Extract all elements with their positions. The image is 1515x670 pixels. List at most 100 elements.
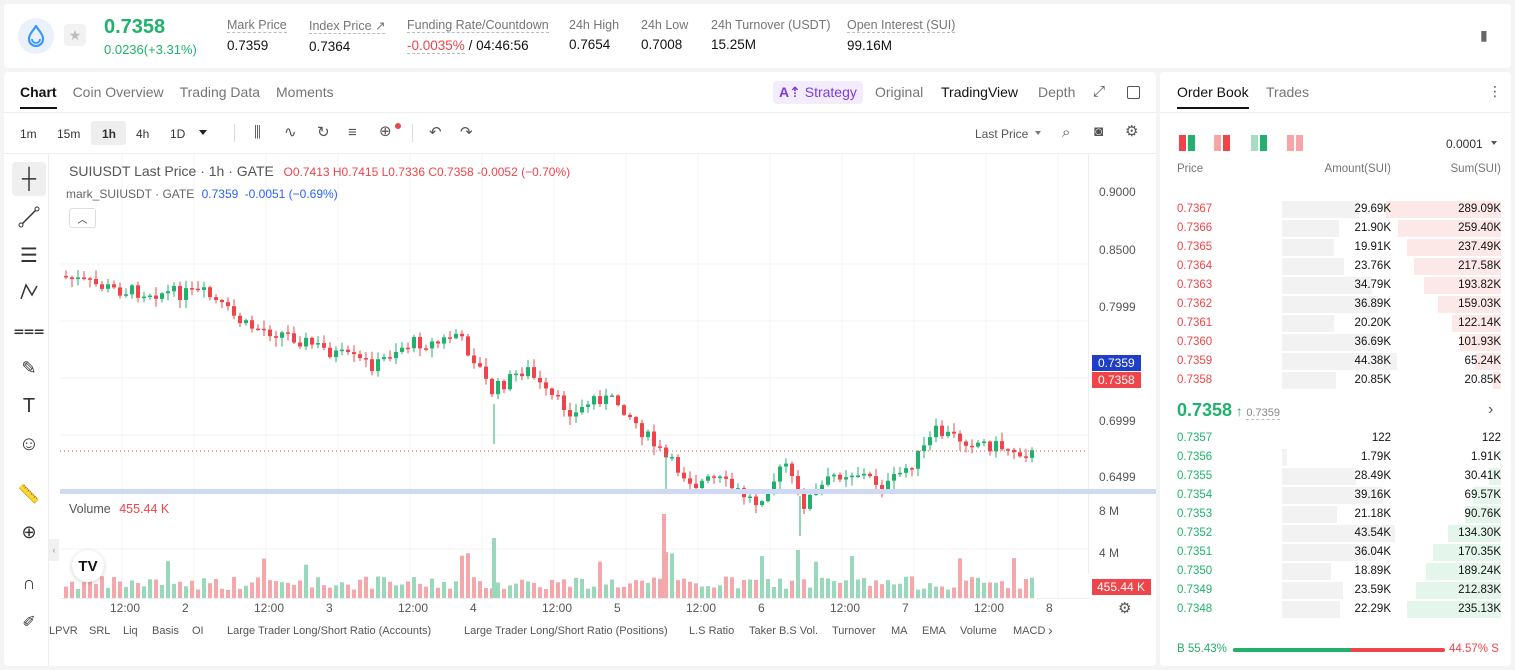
tab-moments[interactable]: Moments [276, 84, 334, 100]
tf-1d[interactable]: 1D [170, 127, 186, 141]
fib-tool-icon[interactable]: ⩶ [13, 319, 45, 340]
ask-row[interactable]: 0.7366 21.90K 259.40K [1160, 219, 1511, 238]
brush-tool-icon[interactable]: ✎ [21, 357, 37, 378]
pane-divider[interactable] [60, 489, 1156, 494]
tf-dropdown-icon[interactable] [199, 130, 207, 135]
indicator-8[interactable]: Taker B.S Vol. [749, 625, 819, 637]
add-indicator-icon[interactable]: ⊕ [379, 123, 392, 140]
tf-1h-selected[interactable] [91, 121, 126, 145]
stat-mark-price[interactable]: Mark Price 0.7359 [227, 18, 287, 53]
price-axis [1088, 154, 1089, 574]
tf-15m[interactable]: 15m [57, 127, 81, 141]
stat-funding-rate[interactable]: Funding Rate/Countdown -0.0035% / 04:46:5… [407, 18, 549, 54]
camera-icon[interactable]: ◙ [1094, 123, 1104, 140]
tab-order-book[interactable]: Order Book [1177, 84, 1249, 109]
ask-row[interactable]: 0.7363 34.79K 193.82K [1160, 276, 1511, 295]
indicator-13[interactable]: MACD [1013, 625, 1046, 637]
indicator-1[interactable]: SRL [89, 625, 111, 637]
view-bids-icon[interactable] [1251, 135, 1267, 151]
indicator-6[interactable]: Large Trader Long/Short Ratio (Positions… [464, 625, 668, 637]
stat-open-interest[interactable]: Open Interest (SUI) 99.16M [847, 18, 956, 53]
horizontal-lines-tool-icon[interactable]: ☰ [20, 244, 38, 267]
more-options-icon[interactable]: ⋮ [1488, 83, 1502, 99]
magnet-tool-icon[interactable]: ∩ [22, 572, 36, 593]
expand-icon[interactable]: ⤢ [1093, 83, 1106, 100]
bid-row[interactable]: 0.7354 39.16K 69.57K [1160, 486, 1511, 505]
indicator-9[interactable]: Turnover [832, 625, 876, 637]
indicator-5[interactable]: Large Trader Long/Short Ratio (Accounts) [227, 625, 432, 637]
ruler-tool-icon[interactable]: 📏 [17, 483, 41, 504]
ask-row[interactable]: 0.7359 44.38K 65.24K [1160, 352, 1511, 371]
window-icon[interactable] [1127, 86, 1140, 99]
ask-row[interactable]: 0.7367 29.69K 289.09K [1160, 200, 1511, 219]
view-asks-icon[interactable] [1214, 135, 1230, 151]
tab-coin-overview[interactable]: Coin Overview [72, 84, 164, 100]
price-type-caret-icon[interactable] [1035, 131, 1041, 135]
bid-row[interactable]: 0.7351 36.04K 170.35K [1160, 543, 1511, 562]
chevron-right-icon[interactable]: › [1488, 401, 1494, 418]
pencil-lock-icon[interactable]: ✐ [22, 614, 36, 631]
precision-caret-icon[interactable] [1491, 141, 1497, 145]
tf-1h[interactable]: 1h [102, 127, 117, 141]
ask-row[interactable]: 0.7362 36.89K 159.03K [1160, 295, 1511, 314]
tab-chart[interactable]: Chart [20, 84, 57, 109]
crosshair-tool-icon[interactable]: ┼ [12, 162, 46, 196]
book-icon[interactable]: ▮ [1480, 27, 1488, 43]
indicator-11[interactable]: EMA [922, 625, 946, 637]
collapse-toolbar-icon[interactable]: ‹ [49, 539, 59, 561]
ask-row[interactable]: 0.7364 23.76K 217.58K [1160, 257, 1511, 276]
compare-icon[interactable]: ↻ [317, 124, 330, 141]
bid-row[interactable]: 0.7350 18.89K 189.24K [1160, 562, 1511, 581]
indicator-12[interactable]: Volume [960, 625, 997, 637]
tf-1m[interactable]: 1m [20, 127, 37, 141]
precision-select[interactable]: 0.0001 [1446, 137, 1483, 151]
redo-icon[interactable]: ↷ [460, 124, 473, 141]
bid-row[interactable]: 0.7356 1.79K 1.91K [1160, 448, 1511, 467]
strategy-button[interactable]: A⇡ Strategy [773, 81, 863, 104]
bid-row[interactable]: 0.7353 21.18K 90.76K [1160, 505, 1511, 524]
search-icon[interactable]: ⌕ [1062, 124, 1071, 141]
bid-row[interactable]: 0.7352 43.54K 134.30K [1160, 524, 1511, 543]
text-tool-icon[interactable]: T [22, 394, 36, 417]
bid-row[interactable]: 0.7355 28.49K 30.41K [1160, 467, 1511, 486]
bid-row[interactable]: 0.7357 122 122 [1160, 429, 1511, 448]
ask-row[interactable]: 0.7365 19.91K 237.49K [1160, 238, 1511, 257]
indicator-0[interactable]: LPVR [49, 625, 78, 637]
tab-trades[interactable]: Trades [1266, 84, 1310, 100]
row-amount: 21.18K [1354, 508, 1391, 520]
emoji-tool-icon[interactable]: ☺ [18, 432, 40, 455]
indicator-3[interactable]: Basis [152, 625, 179, 637]
ask-row[interactable]: 0.7360 36.69K 101.93K [1160, 333, 1511, 352]
templates-icon[interactable]: ≡ [348, 124, 357, 141]
indicator-2[interactable]: Liq [123, 625, 138, 637]
undo-icon[interactable]: ↶ [429, 124, 442, 141]
mid-price[interactable]: 0.7358 ↑ 0.7359 [1177, 400, 1280, 421]
stat-index-price[interactable]: Index Price ↗ 0.7364 [309, 18, 386, 54]
settings-gear-icon[interactable]: ⚙ [1125, 123, 1139, 140]
tab-trading-data[interactable]: Trading Data [179, 84, 261, 100]
favorite-star-icon[interactable]: ★ [64, 24, 86, 46]
indicator-7[interactable]: L.S Ratio [689, 625, 735, 637]
indicators-icon[interactable]: ∿ [284, 124, 297, 141]
trend-line-tool-icon[interactable] [12, 200, 46, 234]
ask-row[interactable]: 0.7361 20.20K 122.14K [1160, 314, 1511, 333]
tab-original[interactable]: Original [875, 84, 924, 100]
tab-depth[interactable]: Depth [1038, 84, 1076, 100]
candlestick-chart[interactable] [60, 154, 1156, 652]
indicator-4[interactable]: OI [192, 625, 204, 637]
indicator-10[interactable]: MA [891, 625, 908, 637]
bid-row[interactable]: 0.7348 22.29K 235.13K [1160, 600, 1511, 619]
candle-type-icon[interactable]: ⫼ [254, 124, 261, 141]
indicators-more-icon[interactable]: › [1048, 622, 1053, 638]
axis-settings-icon[interactable]: ⚙ [1118, 600, 1132, 617]
tf-4h[interactable]: 4h [136, 127, 150, 141]
price-type-select[interactable]: Last Price [975, 127, 1029, 141]
tab-tradingview[interactable]: TradingView [941, 84, 1019, 100]
zoom-tool-icon[interactable]: ⊕ [21, 521, 37, 542]
view-depth-icon[interactable] [1287, 135, 1303, 151]
view-both-icon[interactable] [1179, 135, 1195, 151]
pattern-tool-icon[interactable] [12, 275, 46, 309]
bid-row[interactable]: 0.7349 23.59K 212.83K [1160, 581, 1511, 600]
ask-row[interactable]: 0.7358 20.85K 20.85K [1160, 371, 1511, 390]
collapse-legend-button[interactable]: ︿ [69, 208, 96, 228]
